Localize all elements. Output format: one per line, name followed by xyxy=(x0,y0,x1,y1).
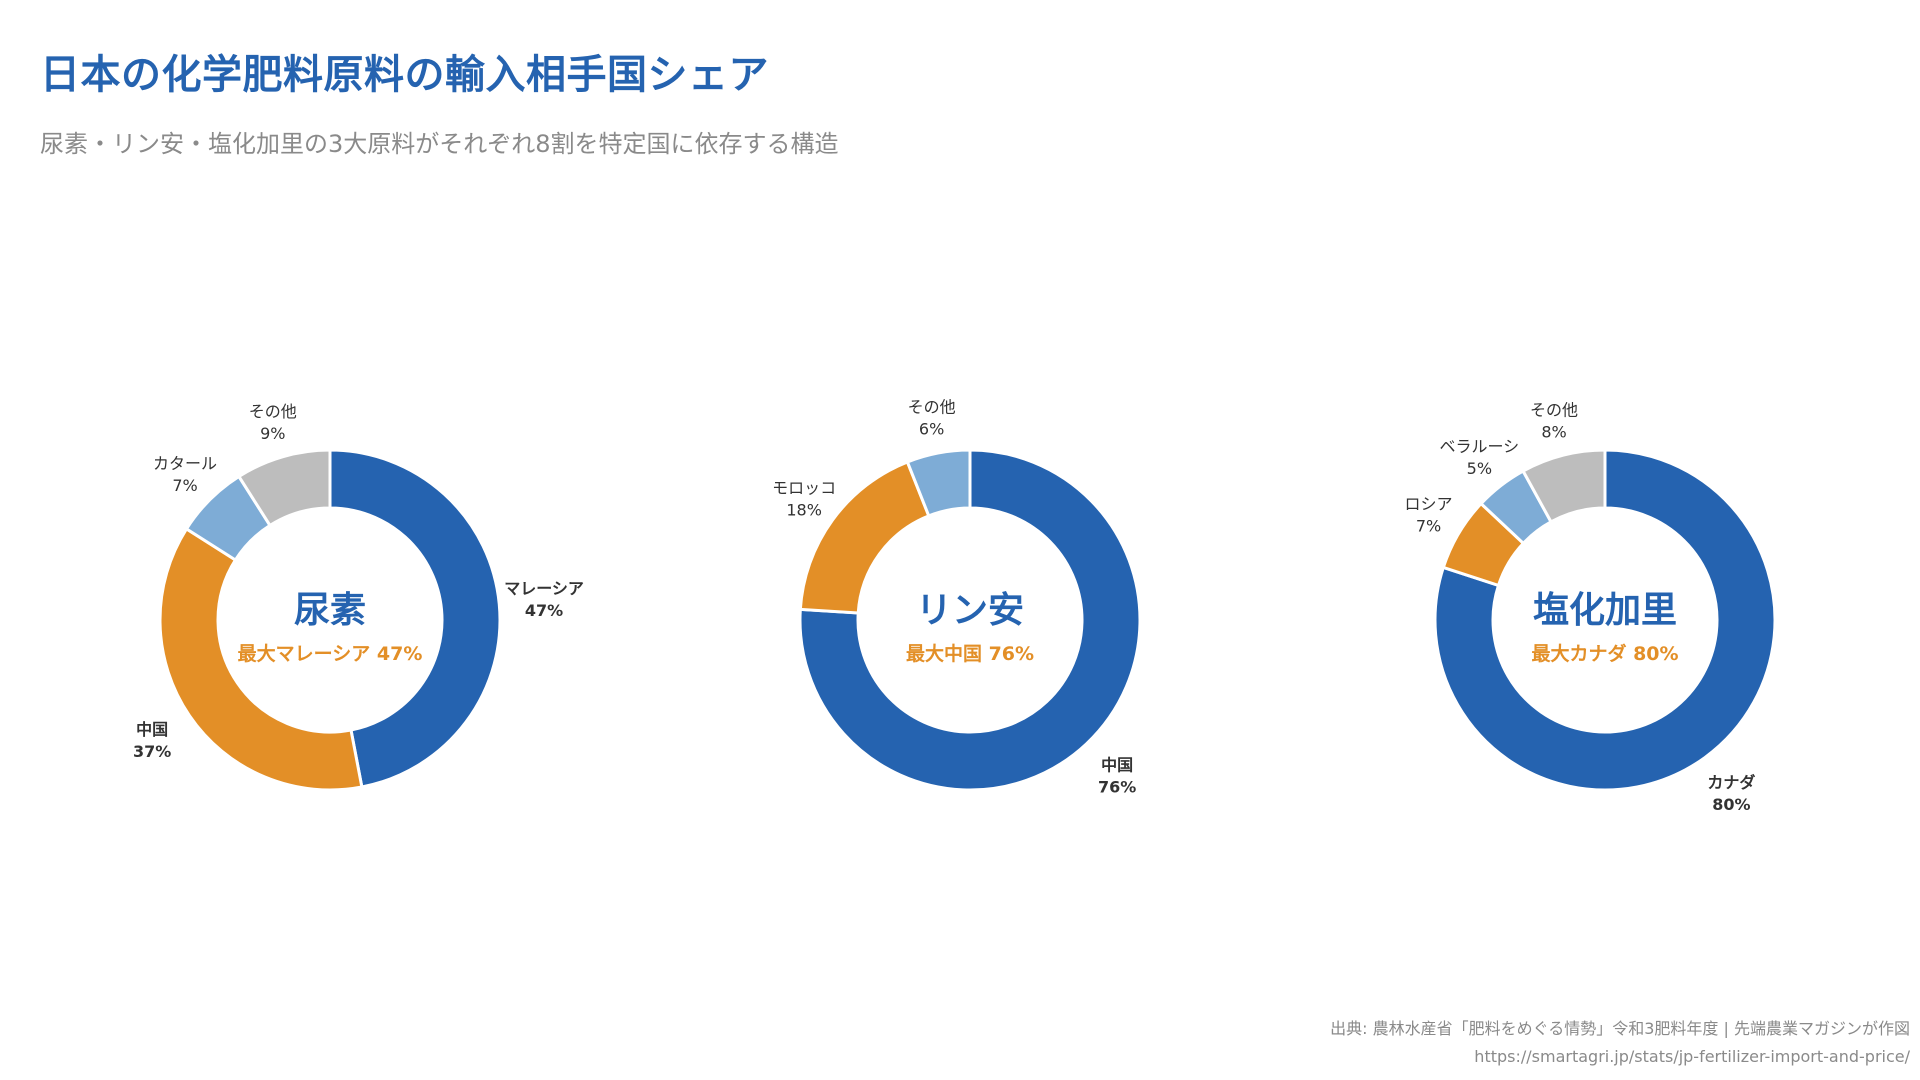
donut-slice xyxy=(1521,448,1607,524)
slice-value-label: 8% xyxy=(1541,422,1566,441)
donut-slice xyxy=(1433,448,1777,792)
slice-value-label: 7% xyxy=(172,476,197,495)
slice-value-label: 9% xyxy=(260,424,285,443)
donut-slice xyxy=(328,448,502,789)
footer: 出典: 農林水産省「肥料をめぐる情勢」令和3肥料年度 | 先端農業マガジンが作図… xyxy=(1330,1015,1910,1071)
donut-center-title: 塩化加里 xyxy=(1533,590,1677,631)
slice-value-label: 47% xyxy=(525,601,563,620)
slice-category-label: その他 xyxy=(1530,400,1578,419)
donut-slice xyxy=(798,448,1142,792)
donut-center-title: リン安 xyxy=(916,590,1024,631)
slice-category-label: その他 xyxy=(249,402,297,421)
slice-category-label: ロシア xyxy=(1405,495,1453,514)
donut-slice xyxy=(158,526,364,792)
slice-category-label: 中国 xyxy=(136,720,168,739)
donut-center-subtitle: 最大カナダ 80% xyxy=(1531,642,1678,665)
donut-center-subtitle: 最大マレーシア 47% xyxy=(238,642,423,665)
page-title: 日本の化学肥料原料の輸入相手国シェア xyxy=(40,52,769,98)
source-note: 出典: 農林水産省「肥料をめぐる情勢」令和3肥料年度 | 先端農業マガジンが作図 xyxy=(1330,1019,1910,1038)
slice-category-label: その他 xyxy=(908,398,956,417)
page-subtitle: 尿素・リン安・塩化加里の3大原料がそれぞれ8割を特定国に依存する構造 xyxy=(40,130,839,158)
slice-category-label: カタール xyxy=(153,454,217,473)
slice-category-label: マレーシア xyxy=(504,579,584,598)
donut-center-title: 尿素 xyxy=(294,590,366,631)
donut-center-subtitle: 最大中国 76% xyxy=(906,642,1034,665)
donut-slice xyxy=(905,448,972,518)
slice-value-label: 76% xyxy=(1098,778,1136,797)
slice-value-label: 7% xyxy=(1416,517,1441,536)
slice-value-label: 80% xyxy=(1712,795,1750,814)
source-url[interactable]: https://smartagri.jp/stats/jp-fertilizer… xyxy=(1474,1047,1910,1066)
slice-value-label: 37% xyxy=(133,742,171,761)
slice-value-label: 18% xyxy=(786,501,822,520)
slice-category-label: カナダ xyxy=(1707,773,1755,792)
donut-slice xyxy=(236,448,332,528)
slice-category-label: モロッコ xyxy=(772,479,836,498)
slice-category-label: 中国 xyxy=(1101,756,1133,775)
slice-value-label: 5% xyxy=(1467,459,1492,478)
slice-value-label: 6% xyxy=(919,420,944,439)
slice-category-label: ベラルーシ xyxy=(1440,437,1520,456)
